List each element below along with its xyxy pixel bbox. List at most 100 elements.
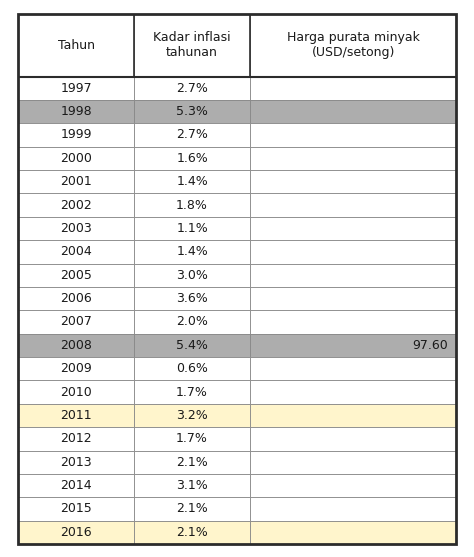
Bar: [134, 170, 250, 193]
Bar: [250, 287, 456, 310]
Bar: [18, 287, 134, 310]
Bar: [18, 76, 134, 100]
Bar: [18, 146, 134, 170]
Bar: [18, 14, 134, 76]
Bar: [250, 123, 456, 146]
Bar: [134, 380, 250, 404]
Text: 1997: 1997: [60, 82, 92, 95]
Text: 1.4%: 1.4%: [176, 245, 208, 258]
Text: 1.7%: 1.7%: [176, 432, 208, 446]
Text: 2007: 2007: [60, 315, 92, 329]
Bar: [18, 170, 134, 193]
Bar: [134, 14, 250, 76]
Text: 2010: 2010: [60, 385, 92, 399]
Bar: [18, 310, 134, 334]
Text: 1.6%: 1.6%: [176, 152, 208, 165]
Bar: [18, 404, 134, 427]
Text: 5.4%: 5.4%: [176, 339, 208, 352]
Bar: [250, 217, 456, 240]
Bar: [18, 334, 134, 357]
Bar: [18, 451, 134, 474]
Text: 2014: 2014: [60, 479, 92, 492]
Text: 2011: 2011: [60, 409, 92, 422]
Bar: [250, 451, 456, 474]
Bar: [250, 240, 456, 263]
Text: Tahun: Tahun: [57, 39, 94, 52]
Bar: [18, 521, 134, 544]
Text: 3.6%: 3.6%: [176, 292, 208, 305]
Text: 2006: 2006: [60, 292, 92, 305]
Text: 2013: 2013: [60, 456, 92, 468]
Bar: [134, 357, 250, 380]
Bar: [250, 146, 456, 170]
Bar: [134, 217, 250, 240]
Bar: [250, 310, 456, 334]
Bar: [18, 357, 134, 380]
Bar: [250, 380, 456, 404]
Bar: [134, 146, 250, 170]
Bar: [250, 334, 456, 357]
Text: 2.0%: 2.0%: [176, 315, 208, 329]
Text: 2001: 2001: [60, 175, 92, 188]
Text: 5.3%: 5.3%: [176, 105, 208, 118]
Text: 3.2%: 3.2%: [176, 409, 208, 422]
Bar: [250, 263, 456, 287]
Text: 2012: 2012: [60, 432, 92, 446]
Bar: [134, 76, 250, 100]
Text: 97.60: 97.60: [412, 339, 448, 352]
Text: 2.1%: 2.1%: [176, 502, 208, 515]
Bar: [134, 497, 250, 521]
Bar: [250, 76, 456, 100]
Text: 1999: 1999: [60, 129, 92, 141]
Text: 2009: 2009: [60, 362, 92, 375]
Bar: [134, 474, 250, 497]
Bar: [134, 240, 250, 263]
Text: 1.8%: 1.8%: [176, 199, 208, 212]
Bar: [134, 100, 250, 123]
Bar: [18, 474, 134, 497]
Bar: [18, 193, 134, 217]
Bar: [18, 380, 134, 404]
Bar: [250, 14, 456, 76]
Bar: [134, 310, 250, 334]
Bar: [18, 123, 134, 146]
Text: 2.7%: 2.7%: [176, 82, 208, 95]
Text: 3.0%: 3.0%: [176, 268, 208, 282]
Bar: [250, 170, 456, 193]
Bar: [134, 193, 250, 217]
Text: Harga purata minyak
(USD/setong): Harga purata minyak (USD/setong): [287, 31, 419, 59]
Text: 1.7%: 1.7%: [176, 385, 208, 399]
Text: 2002: 2002: [60, 199, 92, 212]
Text: 2.1%: 2.1%: [176, 526, 208, 539]
Bar: [18, 100, 134, 123]
Bar: [250, 100, 456, 123]
Bar: [134, 521, 250, 544]
Bar: [250, 474, 456, 497]
Bar: [250, 357, 456, 380]
Text: 2005: 2005: [60, 268, 92, 282]
Bar: [250, 427, 456, 451]
Text: 0.6%: 0.6%: [176, 362, 208, 375]
Bar: [134, 451, 250, 474]
Bar: [134, 263, 250, 287]
Bar: [18, 240, 134, 263]
Bar: [134, 334, 250, 357]
Text: 2003: 2003: [60, 222, 92, 235]
Bar: [18, 217, 134, 240]
Text: Kadar inflasi
tahunan: Kadar inflasi tahunan: [153, 31, 231, 59]
Text: 1998: 1998: [60, 105, 92, 118]
Bar: [250, 497, 456, 521]
Text: 2016: 2016: [60, 526, 92, 539]
Bar: [134, 123, 250, 146]
Bar: [134, 404, 250, 427]
Text: 2008: 2008: [60, 339, 92, 352]
Text: 2.7%: 2.7%: [176, 129, 208, 141]
Text: 2000: 2000: [60, 152, 92, 165]
Text: 3.1%: 3.1%: [176, 479, 208, 492]
Text: 2004: 2004: [60, 245, 92, 258]
Text: 1.1%: 1.1%: [176, 222, 208, 235]
Text: 2015: 2015: [60, 502, 92, 515]
Bar: [250, 404, 456, 427]
Text: 2.1%: 2.1%: [176, 456, 208, 468]
Bar: [250, 193, 456, 217]
